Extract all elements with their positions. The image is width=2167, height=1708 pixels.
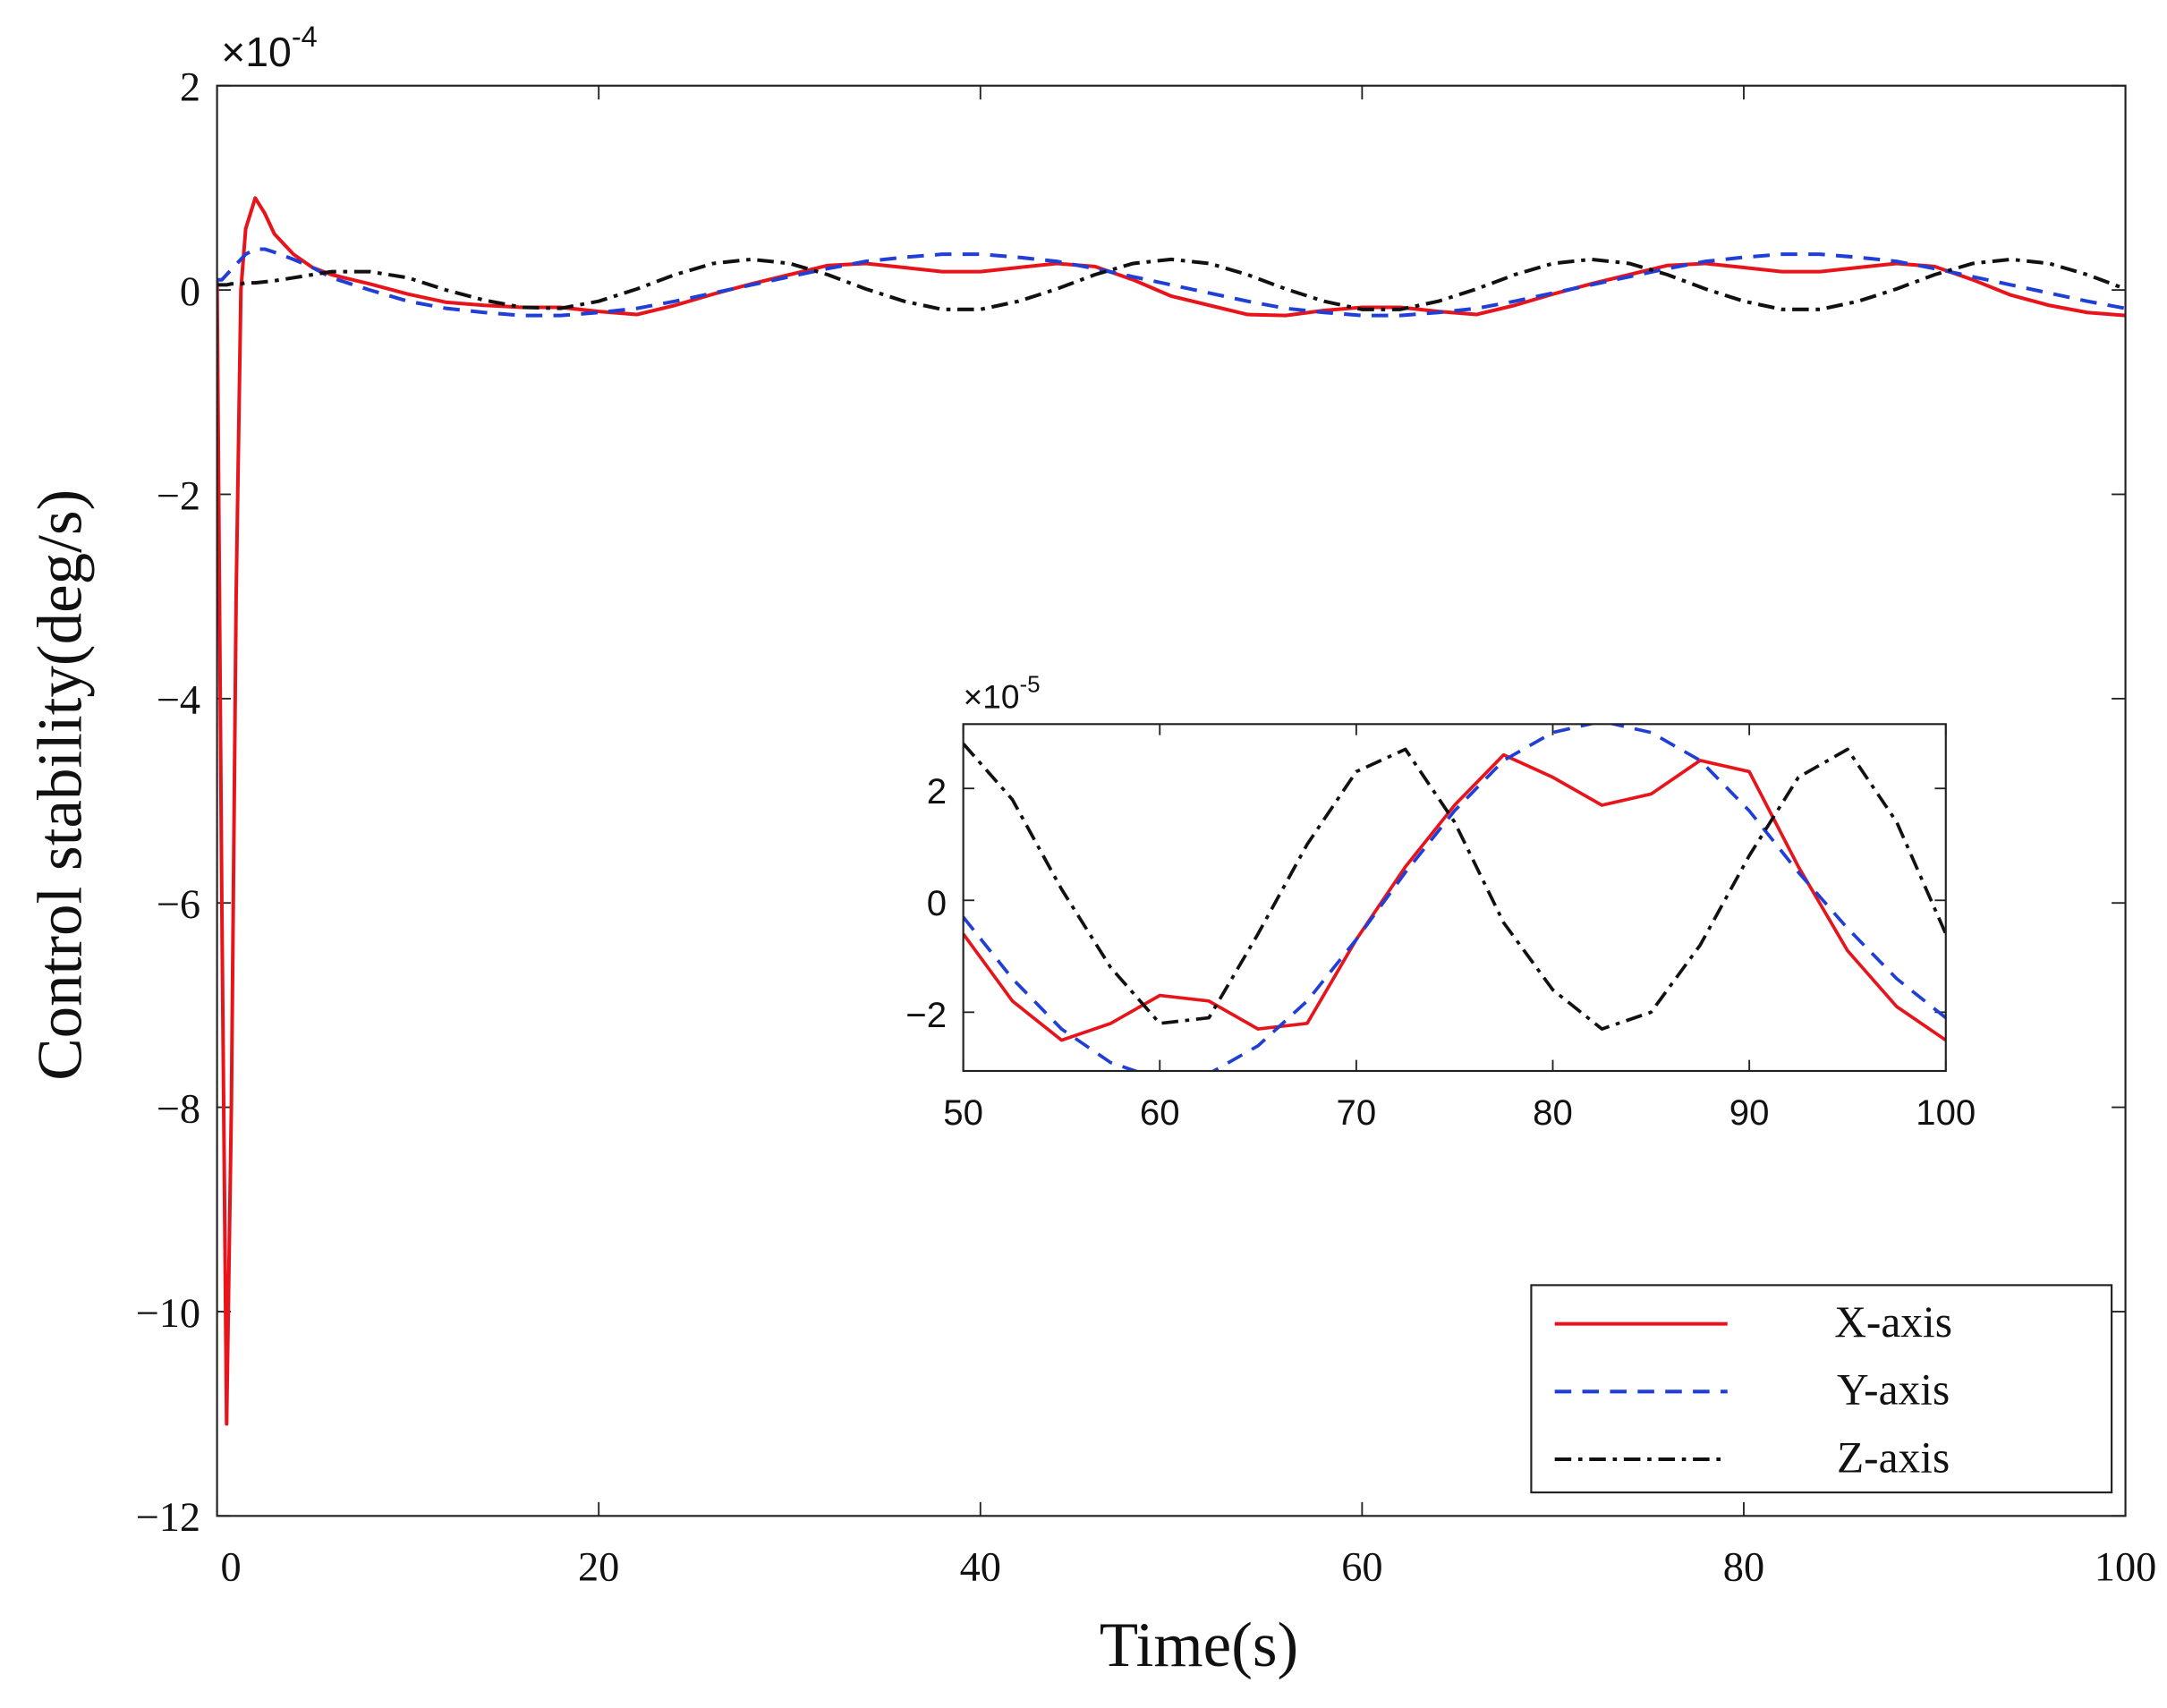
inset-chart: 50 60 70 80 90 100 −2 0 2 ×10-5	[905, 673, 1976, 1133]
legend-label: X-axis	[1834, 1297, 1952, 1347]
plot-frame	[962, 723, 1947, 1073]
series-line	[963, 752, 1946, 1042]
y-tick-label: 2	[180, 65, 200, 111]
series-line	[217, 196, 2126, 1426]
y-axis-label: Control stability(deg/s)	[26, 489, 96, 1081]
plot-area	[963, 724, 1946, 1071]
x-tick-label: 20	[578, 1545, 619, 1591]
multiplier-exponent: -5	[1019, 673, 1040, 698]
multiplier-base: ×10	[221, 29, 292, 75]
x-tick-label: 90	[1729, 1092, 1770, 1133]
x-tick-label: 80	[1533, 1092, 1573, 1133]
multiplier-exponent: -4	[292, 21, 318, 53]
series-line	[217, 257, 2126, 311]
y-tick-label: 0	[927, 883, 947, 923]
x-tick-label: 80	[1723, 1545, 1764, 1591]
x-tick-label: 40	[960, 1545, 1001, 1591]
legend-box	[1530, 1284, 2113, 1494]
plot-frame	[216, 84, 2127, 1517]
x-tick-label: 60	[1140, 1092, 1180, 1133]
series-line	[963, 742, 1946, 1031]
legend-label: Y-axis	[1837, 1365, 1950, 1415]
y-tick-label: −10	[136, 1291, 200, 1337]
y-tick-label: −12	[136, 1495, 200, 1541]
y-tick-label: −8	[157, 1086, 200, 1132]
x-tick-label: 70	[1337, 1092, 1377, 1133]
series-line	[217, 247, 2126, 318]
x-tick-label: 100	[1916, 1092, 1976, 1133]
y-tick-label: 0	[180, 269, 200, 315]
y-tick-label: −2	[905, 995, 947, 1035]
x-tick-label: 100	[2095, 1545, 2156, 1591]
legend-label: Z-axis	[1837, 1432, 1950, 1482]
x-tick-label: 0	[220, 1545, 241, 1591]
y-tick-label: −2	[157, 473, 200, 519]
axis-multiplier: ×10-5	[964, 673, 1041, 716]
axis-multiplier: ×10-4	[221, 21, 317, 75]
y-tick-label: −6	[157, 882, 200, 928]
y-tick-label: −4	[157, 678, 200, 724]
y-tick-label: 2	[927, 771, 947, 812]
multiplier-base: ×10	[964, 677, 1020, 715]
series-line	[963, 724, 1946, 1071]
x-axis-label: Time(s)	[1100, 1610, 1298, 1680]
x-tick-label: 60	[1341, 1545, 1382, 1591]
x-tick-label: 50	[943, 1092, 983, 1133]
